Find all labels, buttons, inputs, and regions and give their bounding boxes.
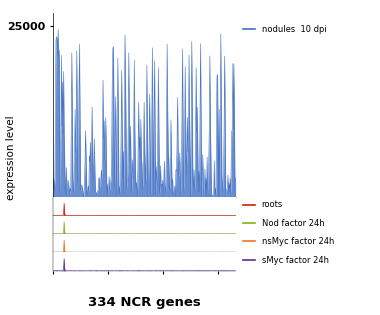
Legend: roots: roots	[239, 197, 287, 213]
Legend: Nod factor 24h: Nod factor 24h	[239, 215, 328, 231]
Text: 334 NCR genes: 334 NCR genes	[88, 296, 201, 309]
Legend: nsMyc factor 24h: nsMyc factor 24h	[239, 234, 337, 250]
Legend: nodules  10 dpi: nodules 10 dpi	[239, 22, 330, 37]
Legend: sMyc factor 24h: sMyc factor 24h	[239, 252, 332, 268]
Text: expression level: expression level	[6, 115, 16, 200]
